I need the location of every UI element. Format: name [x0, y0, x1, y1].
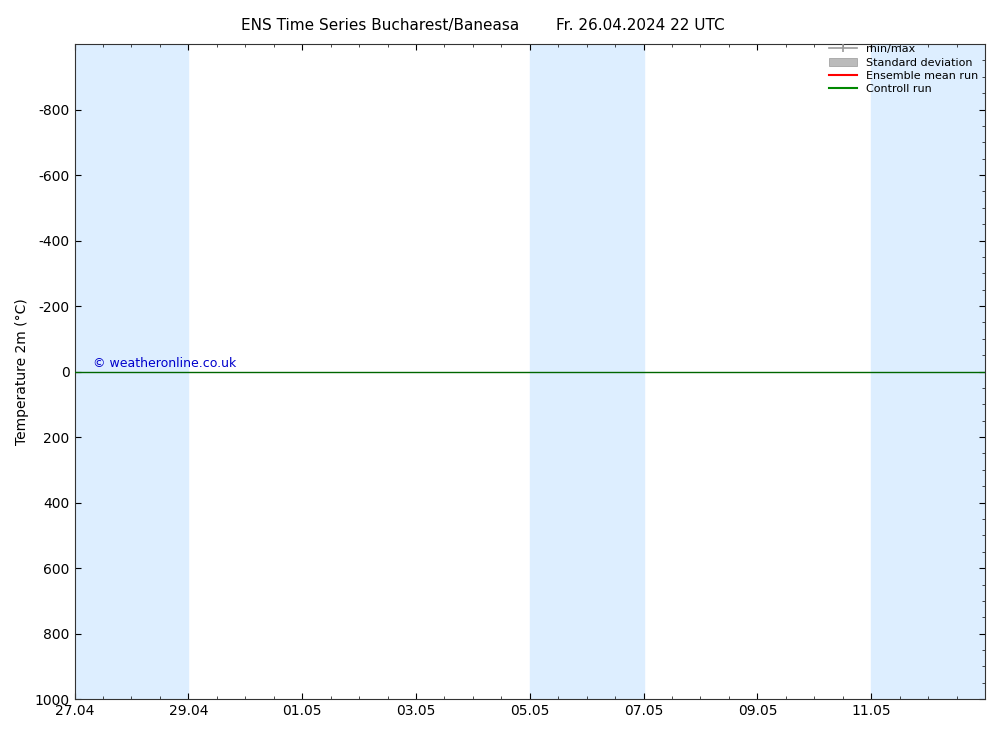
Bar [530, 44, 587, 699]
Y-axis label: Temperature 2m (°C): Temperature 2m (°C) [15, 298, 29, 445]
Text: Fr. 26.04.2024 22 UTC: Fr. 26.04.2024 22 UTC [556, 18, 724, 33]
Bar [75, 44, 131, 699]
Legend: min/max, Standard deviation, Ensemble mean run, Controll run: min/max, Standard deviation, Ensemble me… [825, 40, 983, 99]
Bar [587, 44, 644, 699]
Bar [871, 44, 928, 699]
Text: ENS Time Series Bucharest/Baneasa: ENS Time Series Bucharest/Baneasa [241, 18, 519, 33]
Text: © weatheronline.co.uk: © weatheronline.co.uk [93, 357, 236, 370]
Bar [131, 44, 188, 699]
Bar [928, 44, 985, 699]
